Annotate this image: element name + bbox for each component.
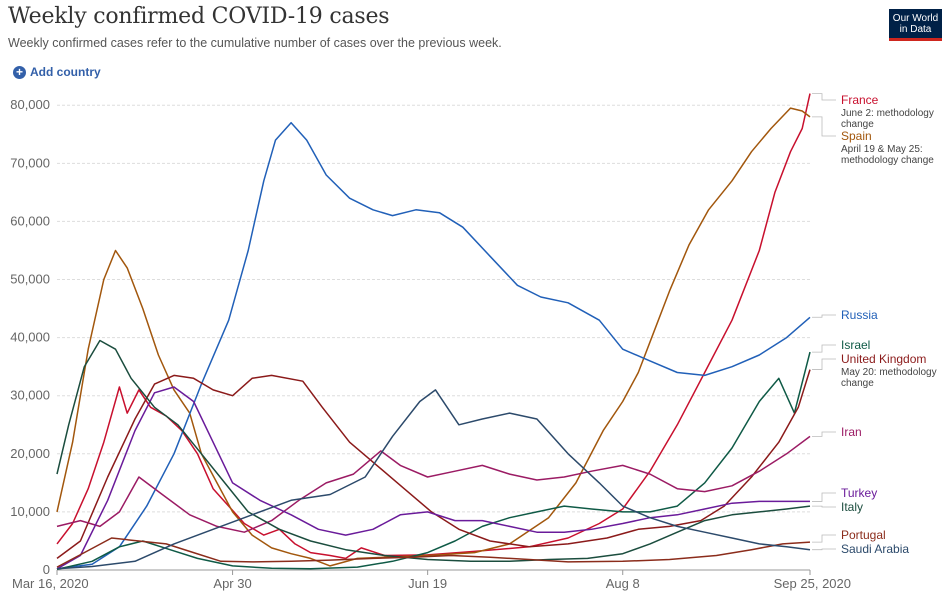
series-line-italy [56,339,811,563]
y-tick-label: 60,000 [10,213,50,228]
leader-line [812,548,836,551]
series-line-saudi-arabia [56,389,811,570]
y-tick-label: 30,000 [10,388,50,403]
series-note: May 20: methodology [841,367,937,378]
leader-line [812,505,836,508]
leader-line [812,314,836,318]
add-country-label: Add country [30,65,101,79]
x-tick-label: Sep 25, 2020 [774,576,851,591]
y-tick-label: 20,000 [10,446,50,461]
series-note: April 19 & May 25: [841,144,923,155]
series-label: France [841,93,879,107]
series-label: Israel [841,338,870,352]
series-label: Russia [841,308,878,322]
series-label: Saudi Arabia [841,542,909,556]
x-tick-label: Apr 30 [213,576,251,591]
series-label: Portugal [841,528,886,542]
series-line-france [56,93,811,560]
y-tick-label: 50,000 [10,272,50,287]
leader-line [812,93,836,101]
leader-line [812,431,836,437]
y-tick-label: 10,000 [10,504,50,519]
series-line-russia [56,121,811,570]
logo-line-2: in Data [899,24,932,35]
series-line-spain [56,107,811,567]
series-line-israel [56,351,811,571]
series-label: Turkey [841,486,877,500]
y-tick-label: 80,000 [10,97,50,112]
chart-title: Weekly confirmed COVID-19 cases [8,4,390,29]
owid-logo[interactable]: Our World in Data [889,9,942,41]
series-label: Italy [841,500,863,514]
plus-circle-icon: + [13,65,26,79]
leader-line [812,492,836,502]
series-note: methodology change [841,155,934,166]
series-note: change [841,378,874,389]
series-note: June 2: methodology [841,108,934,119]
y-tick-label: 0 [43,562,50,577]
leader-line [812,116,836,137]
series-line-turkey [56,386,810,570]
leader-line [812,534,836,543]
series-line-iran [56,435,811,533]
add-country-button[interactable]: + Add country [13,65,101,79]
x-tick-label: Aug 8 [606,576,640,591]
series-note: change [841,119,874,130]
series-line-portugal [56,537,811,568]
logo-line-1: Our World [892,13,939,24]
y-tick-label: 40,000 [10,330,50,345]
series-line-united-kingdom [56,369,811,560]
chart-subtitle: Weekly confirmed cases refer to the cumu… [8,36,502,50]
leader-line [812,344,836,353]
y-tick-label: 70,000 [10,155,50,170]
x-tick-label: Mar 16, 2020 [12,576,89,591]
series-label: United Kingdom [841,352,926,366]
leader-line [812,358,836,370]
series-label: Spain [841,129,872,143]
series-label: Iran [841,425,862,439]
x-tick-label: Jun 19 [408,576,447,591]
